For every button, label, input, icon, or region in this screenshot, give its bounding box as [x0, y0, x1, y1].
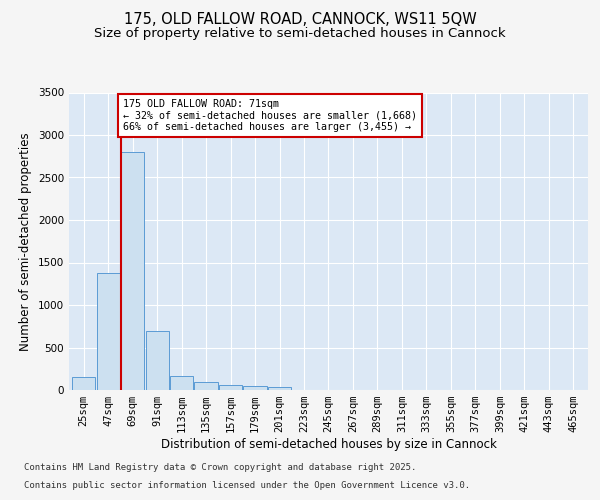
Bar — [97, 272, 120, 390]
Bar — [268, 388, 291, 390]
Text: Contains HM Land Registry data © Crown copyright and database right 2025.: Contains HM Land Registry data © Crown c… — [24, 464, 416, 472]
Y-axis label: Number of semi-detached properties: Number of semi-detached properties — [19, 132, 32, 350]
Bar — [72, 377, 95, 390]
X-axis label: Distribution of semi-detached houses by size in Cannock: Distribution of semi-detached houses by … — [161, 438, 496, 451]
Bar — [121, 152, 144, 390]
Text: Contains public sector information licensed under the Open Government Licence v3: Contains public sector information licen… — [24, 481, 470, 490]
Bar — [219, 385, 242, 390]
Bar — [244, 386, 266, 390]
Bar — [194, 382, 218, 390]
Bar — [170, 376, 193, 390]
Text: 175 OLD FALLOW ROAD: 71sqm
← 32% of semi-detached houses are smaller (1,668)
66%: 175 OLD FALLOW ROAD: 71sqm ← 32% of semi… — [123, 100, 417, 132]
Bar — [146, 330, 169, 390]
Text: 175, OLD FALLOW ROAD, CANNOCK, WS11 5QW: 175, OLD FALLOW ROAD, CANNOCK, WS11 5QW — [124, 12, 476, 28]
Text: Size of property relative to semi-detached houses in Cannock: Size of property relative to semi-detach… — [94, 28, 506, 40]
